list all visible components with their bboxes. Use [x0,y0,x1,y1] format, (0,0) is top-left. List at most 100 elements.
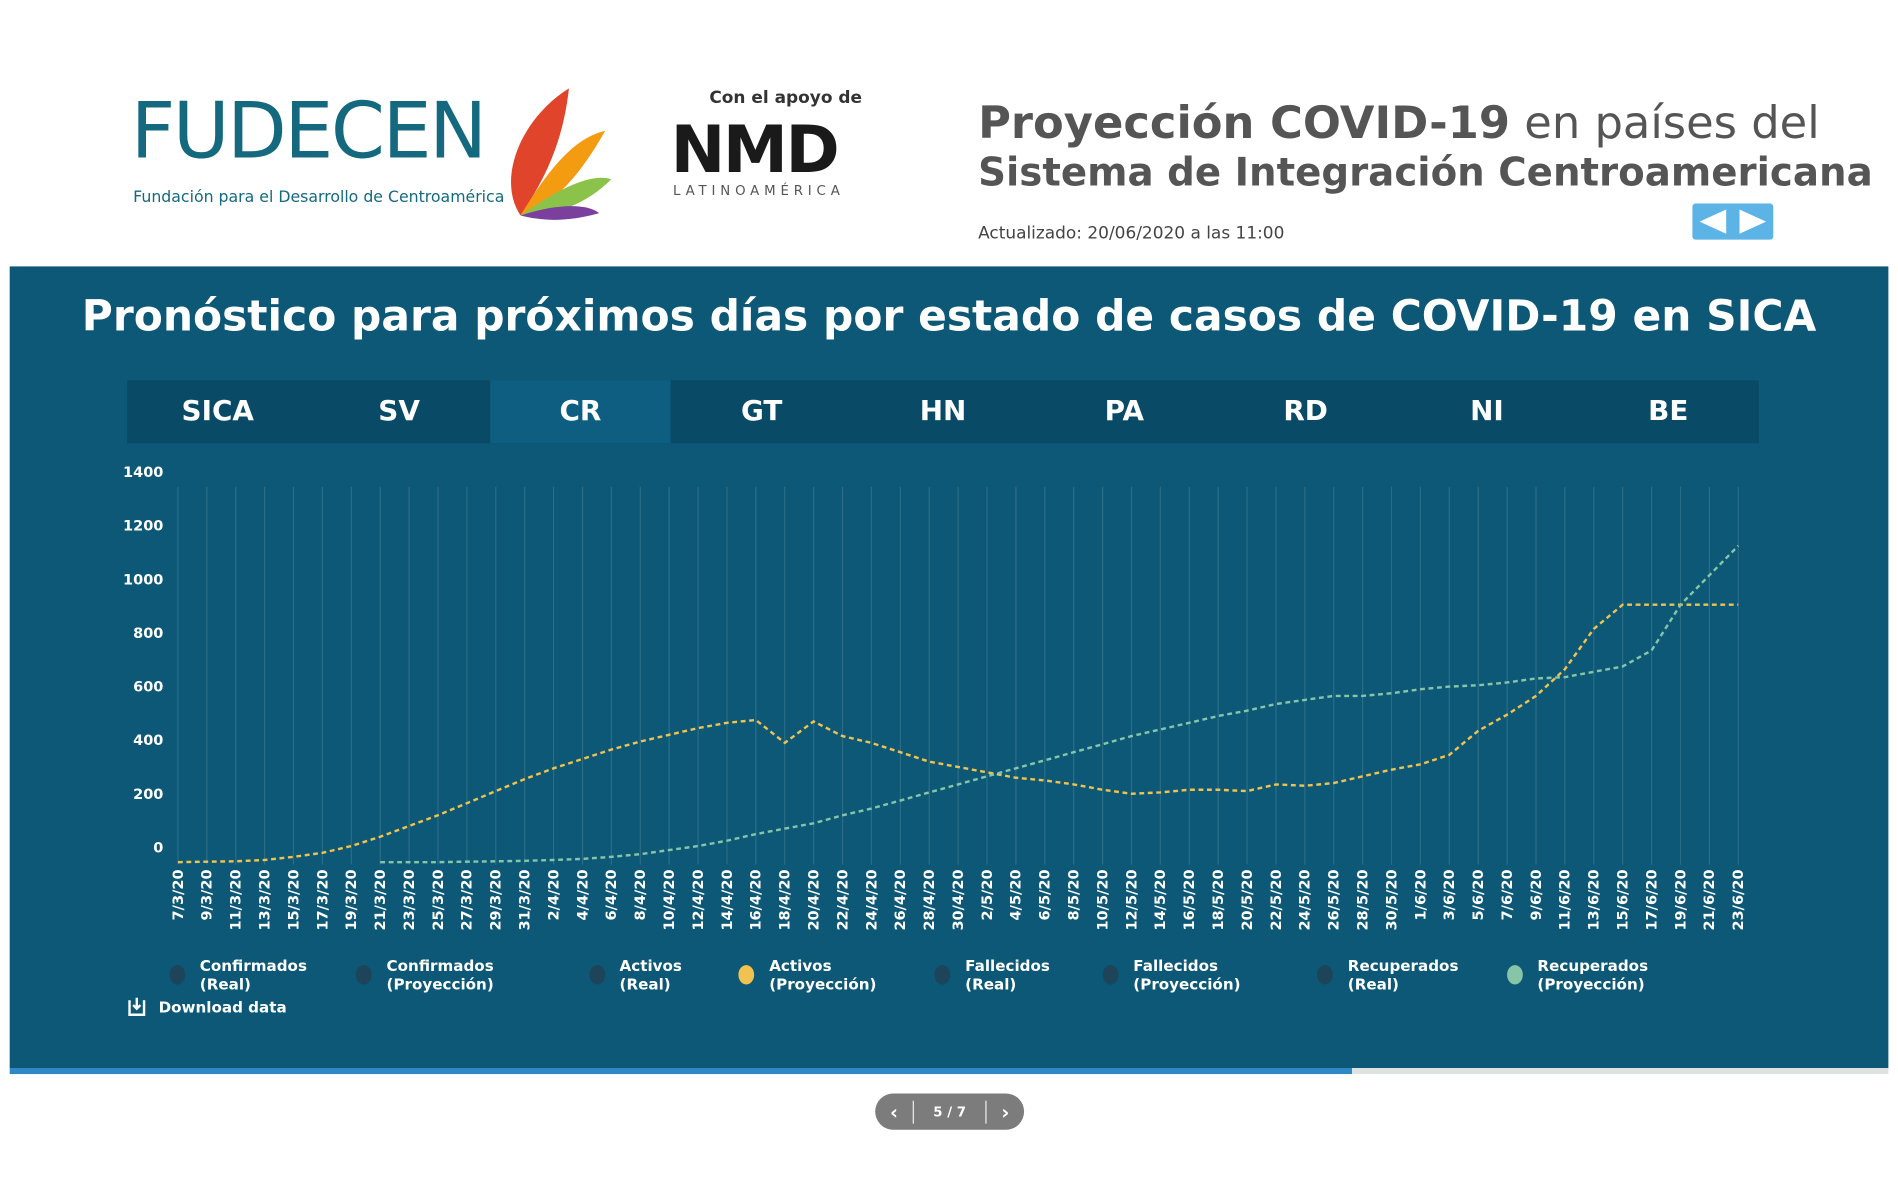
x-tick-label: 13/3/20 [257,869,273,930]
series-line [177,603,1739,864]
x-tick-label: 11/6/20 [1558,869,1574,930]
x-tick-label: 9/6/20 [1529,869,1545,920]
tab[interactable]: NI [1470,395,1504,428]
tab[interactable]: GT [740,395,783,428]
x-tick-label: 4/5/20 [1009,869,1025,920]
legend-item[interactable]: Confirmados (Proyección) [356,957,566,993]
x-tick-label: 16/5/20 [1182,869,1198,930]
page-title: Proyección COVID-19 en países del [978,97,1820,149]
updated: Actualizado: 20/06/2020 a las 11:00 [978,224,1285,244]
x-tick-label: 22/5/20 [1269,869,1285,930]
chart: 0 200 400 600 800 1000 1200 1400 7/3/20 9/3/20 11/… [123,465,1747,930]
tab[interactable]: HN [919,395,967,428]
x-tick-label: 12/5/20 [1124,869,1140,930]
legend-label: Recuperados (Proyección) [1537,956,1649,993]
x-tick-label: 5/6/20 [1471,869,1487,920]
x-tick-label: 24/4/20 [864,869,880,930]
x-tick-label: 30/5/20 [1384,869,1400,930]
partner-logo: NMD [670,111,840,188]
legend-label: Activos (Proyección) [769,956,877,993]
x-tick-label: 19/3/20 [344,869,360,930]
tab[interactable]: BE [1648,395,1689,428]
legend-label: Fallecidos (Real) [965,956,1050,993]
pager: ‹ 5 / 7 › [875,1093,1025,1130]
legend-swatch [169,965,186,985]
x-tick-label: 24/5/20 [1298,869,1314,930]
legend-swatch [1317,965,1334,985]
x-tick-label: 17/3/20 [315,869,331,930]
title-rest: en países del [1524,96,1820,149]
progress-filled [9,1068,1353,1075]
x-tick-label: 2/5/20 [980,869,996,920]
x-tick-label: 10/5/20 [1095,869,1111,930]
x-tick-label: 27/3/20 [460,869,476,930]
legend-item[interactable]: Activos (Proyección) [738,956,912,993]
x-tick-label: 15/6/20 [1616,869,1632,930]
x-tick-label: 14/5/20 [1153,869,1169,930]
tab[interactable]: PA [1104,395,1144,428]
x-tick-label: 8/4/20 [633,869,649,920]
x-tick-label: 23/3/20 [402,869,418,930]
y-tick-label: 0 [153,840,163,856]
tab[interactable]: CR [489,380,672,444]
pager-prev[interactable]: ‹ [875,1100,914,1124]
legend-swatch [934,965,951,985]
y-tick-label: 1200 [123,519,163,535]
legend-item[interactable]: Fallecidos (Proyección) [1102,956,1295,993]
tab-bar: SICA SV CR GT HN PA RD NI BE [127,380,1759,444]
legend-label: Fallecidos (Proyección) [1133,956,1241,993]
logo-leaf [511,88,612,220]
x-tick-label: 3/6/20 [1442,869,1458,920]
title-bold: Proyección COVID-19 [978,96,1511,149]
download-label: Download data [158,997,287,1016]
tab[interactable]: RD [1283,395,1328,428]
progress-rest [1352,1068,1889,1075]
x-tick-label: 9/3/20 [200,869,216,920]
tab[interactable]: SICA [181,395,254,428]
legend-swatch [1102,965,1119,985]
x-tick-label: 1/6/20 [1413,869,1429,920]
legend-label: Confirmados (Proyección) [386,956,494,993]
legend-label: Confirmados (Real) [199,956,307,993]
legend-label: Recuperados (Real) [1347,956,1459,993]
logo-subtitle: Fundación para el Desarrollo de Centroam… [133,188,505,208]
x-tick-label: 26/4/20 [893,869,909,930]
x-tick-label: 15/3/20 [286,869,302,930]
x-tick-label: 2/4/20 [546,869,562,920]
x-tick-label: 23/6/20 [1731,869,1747,930]
tab[interactable]: SV [378,395,420,428]
x-tick-label: 7/6/20 [1500,869,1516,920]
x-tick-label: 11/3/20 [229,869,245,930]
legend-item[interactable]: Fallecidos (Real) [934,956,1080,993]
legend-swatch [589,965,606,985]
x-tick-label: 13/6/20 [1587,869,1603,930]
support-label: Con el apoyo de [709,88,863,108]
x-tick-label: 21/3/20 [373,869,389,930]
x-tick-label: 7/3/20 [171,869,187,920]
x-tick-label: 28/5/20 [1355,869,1371,930]
x-tick-label: 21/6/20 [1702,869,1718,930]
legend-item[interactable]: Recuperados (Real) [1317,957,1484,993]
page-title-line2: Sistema de Integración Centroamericana [978,148,1873,195]
pager-next[interactable]: › [985,1100,1024,1124]
logo-text: FUDECEN [130,87,487,177]
pager-label: 5 / 7 [933,1103,966,1120]
legend-item[interactable]: Recuperados (Proyección) [1507,957,1720,993]
x-tick-label: 30/4/20 [951,869,967,930]
legend-item[interactable]: Confirmados (Real) [169,957,333,993]
x-tick-label: 22/4/20 [835,869,851,930]
x-tick-label: 20/4/20 [806,869,822,930]
x-tick-label: 18/4/20 [778,869,794,930]
download-button[interactable]: Download data [127,995,287,1017]
legend-label: Activos (Real) [619,956,682,993]
chart-title: Pronóstico para próximos días por estado… [81,293,1817,342]
legend-item[interactable]: Activos (Real) [589,957,716,993]
partner-subtitle: LATINOAMÉRICA [673,182,845,199]
y-tick-label: 1400 [123,465,163,481]
legend-swatch [738,965,755,985]
nav-arrows[interactable] [1692,203,1774,240]
x-tick-label: 29/3/20 [489,869,505,930]
x-tick-label: 14/4/20 [720,869,736,930]
x-tick-label: 6/4/20 [604,869,620,920]
